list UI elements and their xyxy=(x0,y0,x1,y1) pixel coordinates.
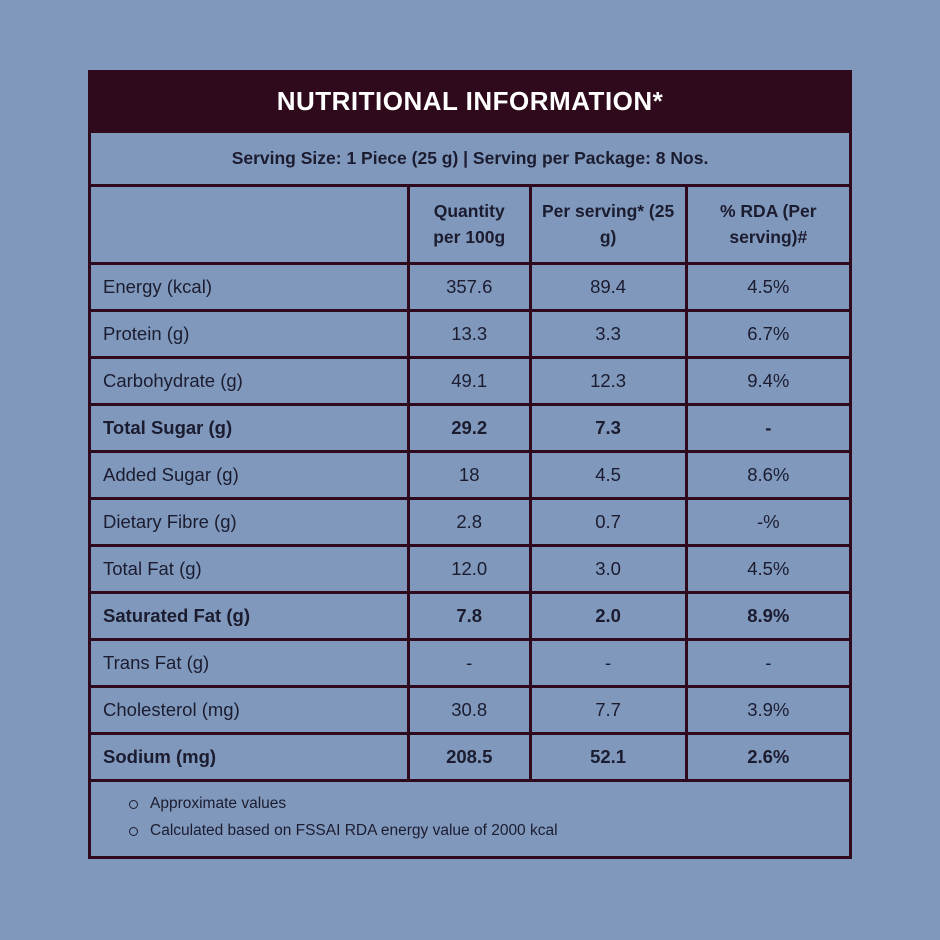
header-quantity-per-100g: Quantity per 100g xyxy=(406,184,532,265)
footnote-item: Approximate values xyxy=(129,795,833,813)
row-label: Trans Fat (g) xyxy=(88,638,410,688)
header-row: Quantity per 100g Per serving* (25 g) % … xyxy=(88,184,853,265)
row-label: Added Sugar (g) xyxy=(88,450,410,500)
table-row: Saturated Fat (g) 7.8 2.0 8.9% xyxy=(88,591,853,641)
header-empty-cell xyxy=(88,184,410,265)
cell-rda: 4.5% xyxy=(684,262,853,312)
cell-quantity: - xyxy=(406,638,532,688)
panel-title: NUTRITIONAL INFORMATION* xyxy=(276,86,664,116)
cell-quantity: 13.3 xyxy=(406,309,532,359)
cell-quantity: 208.5 xyxy=(406,732,532,782)
header-per-serving: Per serving* (25 g) xyxy=(528,184,688,265)
table-row: Total Fat (g) 12.0 3.0 4.5% xyxy=(88,544,853,594)
cell-rda: 2.6% xyxy=(684,732,853,782)
cell-per-serving: 89.4 xyxy=(528,262,688,312)
table-row: Protein (g) 13.3 3.3 6.7% xyxy=(88,309,853,359)
row-label: Dietary Fibre (g) xyxy=(88,497,410,547)
footnote-text: Approximate values xyxy=(150,795,287,812)
header-rda-per-serving: % RDA (Per serving)# xyxy=(684,184,853,265)
table-row: Trans Fat (g) - - - xyxy=(88,638,853,688)
cell-quantity: 30.8 xyxy=(406,685,532,735)
row-label: Protein (g) xyxy=(88,309,410,359)
row-label: Cholesterol (mg) xyxy=(88,685,410,735)
row-label: Sodium (mg) xyxy=(88,732,410,782)
cell-per-serving: 12.3 xyxy=(528,356,688,406)
table-row: Dietary Fibre (g) 2.8 0.7 -% xyxy=(88,497,853,547)
table-row: Added Sugar (g) 18 4.5 8.6% xyxy=(88,450,853,500)
cell-quantity: 357.6 xyxy=(406,262,532,312)
cell-per-serving: 4.5 xyxy=(528,450,688,500)
bullet-icon xyxy=(129,826,138,836)
serving-info: Serving Size: 1 Piece (25 g) | Serving p… xyxy=(88,130,852,187)
cell-quantity: 12.0 xyxy=(406,544,532,594)
cell-rda: 4.5% xyxy=(684,544,853,594)
table-row: Sodium (mg) 208.5 52.1 2.6% xyxy=(88,732,853,782)
cell-rda: - xyxy=(684,638,853,688)
footnotes: Approximate values Calculated based on F… xyxy=(88,779,852,859)
row-label: Saturated Fat (g) xyxy=(88,591,410,641)
title-bar: NUTRITIONAL INFORMATION* xyxy=(88,70,852,133)
table-row: Energy (kcal) 357.6 89.4 4.5% xyxy=(88,262,853,312)
nutrition-table: Quantity per 100g Per serving* (25 g) % … xyxy=(88,184,853,782)
cell-rda: - xyxy=(684,403,853,453)
table-row: Cholesterol (mg) 30.8 7.7 3.9% xyxy=(88,685,853,735)
cell-rda: 8.6% xyxy=(684,450,853,500)
cell-quantity: 29.2 xyxy=(406,403,532,453)
row-label: Total Fat (g) xyxy=(88,544,410,594)
row-label: Total Sugar (g) xyxy=(88,403,410,453)
cell-rda: 3.9% xyxy=(684,685,853,735)
cell-per-serving: 3.3 xyxy=(528,309,688,359)
cell-quantity: 2.8 xyxy=(406,497,532,547)
table-row: Carbohydrate (g) 49.1 12.3 9.4% xyxy=(88,356,853,406)
cell-quantity: 18 xyxy=(406,450,532,500)
cell-per-serving: 0.7 xyxy=(528,497,688,547)
table-row: Total Sugar (g) 29.2 7.3 - xyxy=(88,403,853,453)
cell-per-serving: 3.0 xyxy=(528,544,688,594)
nutrition-panel: NUTRITIONAL INFORMATION* Serving Size: 1… xyxy=(88,70,853,859)
cell-rda: -% xyxy=(684,497,853,547)
cell-rda: 8.9% xyxy=(684,591,853,641)
cell-per-serving: 52.1 xyxy=(528,732,688,782)
cell-per-serving: 7.7 xyxy=(528,685,688,735)
row-label: Carbohydrate (g) xyxy=(88,356,410,406)
cell-per-serving: 7.3 xyxy=(528,403,688,453)
cell-per-serving: - xyxy=(528,638,688,688)
bullet-icon xyxy=(129,799,138,809)
cell-rda: 6.7% xyxy=(684,309,853,359)
cell-per-serving: 2.0 xyxy=(528,591,688,641)
footnote-item: Calculated based on FSSAI RDA energy val… xyxy=(129,822,833,840)
footnote-text: Calculated based on FSSAI RDA energy val… xyxy=(150,822,558,839)
cell-rda: 9.4% xyxy=(684,356,853,406)
row-label: Energy (kcal) xyxy=(88,262,410,312)
cell-quantity: 7.8 xyxy=(406,591,532,641)
cell-quantity: 49.1 xyxy=(406,356,532,406)
